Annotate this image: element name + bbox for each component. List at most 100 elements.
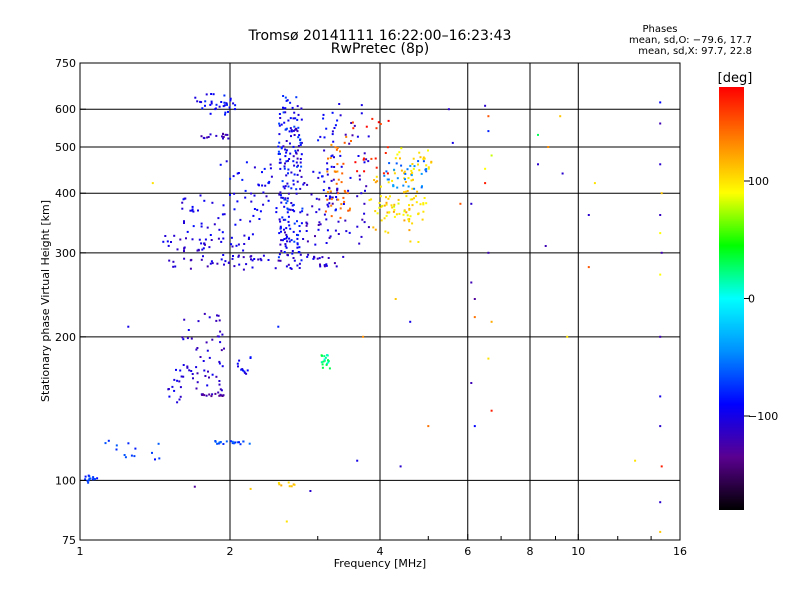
scatter-point (490, 154, 493, 157)
scatter-point (286, 253, 289, 256)
scatter-point (92, 477, 95, 480)
scatter-point (403, 219, 406, 222)
scatter-point (186, 366, 189, 369)
scatter-point (400, 147, 403, 150)
scatter-point (231, 442, 234, 445)
scatter-point (336, 147, 339, 149)
scatter-point (260, 259, 263, 262)
scatter-point (358, 174, 361, 177)
scatter-point (296, 105, 299, 108)
scatter-point (238, 263, 241, 266)
scatter-point (209, 112, 212, 115)
scatter-point (417, 163, 419, 166)
scatter-point (251, 259, 254, 262)
scatter-point (332, 178, 335, 181)
scatter-point (289, 267, 292, 269)
scatter-point (334, 124, 337, 127)
scatter-point (191, 209, 194, 212)
x-axis-label: Frequency [MHz] (334, 557, 426, 570)
scatter-point (292, 209, 294, 212)
scatter-point (220, 258, 223, 261)
scatter-point (285, 520, 288, 523)
scatter-point (310, 193, 313, 196)
scatter-point (288, 240, 291, 243)
scatter-point (422, 158, 425, 160)
scatter-point (327, 361, 330, 364)
scatter-point (422, 202, 425, 205)
scatter-point (342, 162, 345, 165)
y-axis-label: Stationary phase Virtual Height [km] (39, 200, 52, 402)
scatter-point (283, 238, 286, 240)
scatter-point (379, 123, 382, 125)
scatter-point (209, 133, 212, 136)
scatter-point (297, 113, 300, 116)
scatter-point (473, 298, 476, 300)
scatter-point (195, 366, 198, 369)
scatter-point (363, 157, 365, 160)
scatter-point (544, 245, 547, 247)
scatter-point (171, 385, 174, 388)
scatter-point (385, 170, 388, 173)
scatter-point (328, 202, 331, 205)
scatter-point (300, 107, 303, 110)
scatter-point (298, 267, 301, 269)
scatter-point (243, 234, 246, 237)
scatter-point (331, 130, 334, 133)
scatter-point (203, 312, 206, 315)
scatter-point (208, 393, 211, 396)
scatter-point (216, 314, 218, 317)
scatter-point (295, 192, 298, 195)
scatter-point (248, 442, 251, 445)
scatter-point (286, 197, 289, 200)
scatter-point (229, 193, 231, 196)
scatter-point (277, 256, 280, 259)
scatter-point (252, 214, 255, 217)
scatter-point (427, 167, 430, 170)
scatter-point (306, 222, 309, 225)
scatter-point (242, 268, 245, 271)
scatter-point (408, 220, 411, 223)
scatter-point (559, 115, 562, 118)
scatter-point (179, 369, 182, 372)
scatter-point (123, 454, 126, 456)
scatter-point (337, 192, 340, 195)
scatter-point (391, 206, 394, 209)
scatter-point (362, 158, 365, 161)
scatter-point (320, 354, 323, 357)
scatter-point (346, 192, 349, 195)
scatter-point (228, 106, 231, 109)
scatter-point (420, 172, 423, 175)
scatter-point (278, 113, 281, 115)
scatter-point (215, 134, 218, 137)
scatter-point (222, 137, 224, 140)
scatter-point (233, 208, 236, 211)
scatter-point (218, 360, 221, 363)
scatter-point (222, 204, 225, 207)
scatter-point (365, 158, 368, 161)
scatter-point (182, 198, 185, 201)
scatter-point (411, 204, 414, 207)
scatter-point (223, 94, 226, 97)
scatter-point (288, 224, 291, 227)
scatter-point (335, 196, 338, 198)
x-tick-label: 10 (571, 545, 585, 558)
scatter-point (164, 235, 167, 237)
scatter-point (214, 440, 217, 442)
scatter-point (207, 136, 210, 138)
scatter-point (182, 364, 185, 366)
scatter-point (303, 182, 306, 184)
scatter-point (250, 255, 253, 258)
scatter-point (191, 373, 194, 375)
scatter-point (290, 130, 293, 133)
scatter-point (313, 256, 315, 259)
scatter-point (290, 129, 293, 132)
scatter-point (296, 242, 299, 245)
scatter-point (334, 209, 337, 212)
scatter-point (214, 392, 217, 395)
scatter-point (295, 188, 298, 191)
scatter-point (301, 210, 304, 213)
scatter-point (151, 451, 153, 454)
scatter-point (326, 173, 329, 176)
scatter-point (325, 263, 328, 266)
